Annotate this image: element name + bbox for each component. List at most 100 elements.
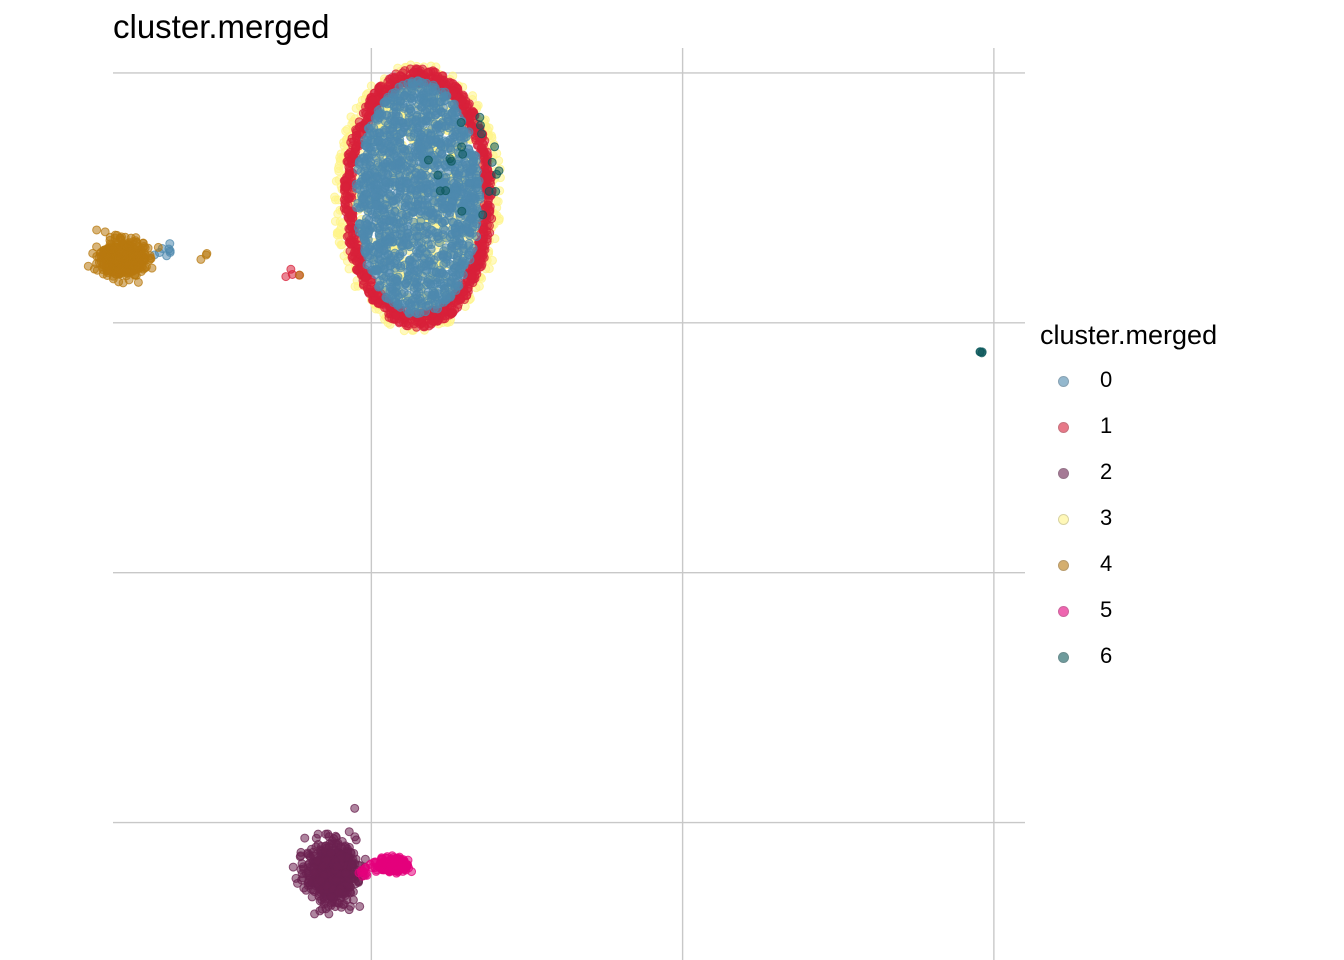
point-cluster-0 — [401, 278, 411, 288]
point-cluster-0 — [365, 253, 375, 263]
point-cluster-0 — [381, 177, 391, 187]
point-cluster-0 — [371, 270, 381, 280]
point-cluster-0 — [450, 190, 460, 200]
point-cluster-0 — [411, 116, 421, 126]
point-cluster-0 — [363, 206, 373, 216]
legend-label-5: 5 — [1100, 597, 1113, 622]
point-cluster-0 — [399, 102, 409, 112]
point-cluster-0 — [355, 203, 365, 213]
point-cluster-0 — [410, 307, 420, 317]
point-cluster-0 — [373, 171, 383, 181]
point-cluster-0 — [412, 282, 422, 292]
point-cluster-0 — [416, 129, 426, 139]
point-cluster-6 — [484, 186, 494, 196]
legend-label-1: 1 — [1100, 413, 1113, 438]
point-cluster-6 — [487, 157, 497, 167]
point-cluster-0 — [374, 109, 384, 119]
point-cluster-0 — [421, 265, 431, 275]
point-cluster-0 — [413, 76, 423, 86]
point-cluster-0 — [384, 268, 394, 278]
point-cluster-1 — [343, 156, 353, 166]
point-cluster-2 — [310, 887, 320, 897]
point-cluster-2 — [326, 848, 336, 858]
point-cluster-5 — [380, 857, 390, 867]
point-cluster-2 — [338, 899, 348, 909]
point-cluster-0 — [433, 273, 443, 283]
point-cluster-2 — [341, 869, 351, 879]
point-cluster-6 — [457, 206, 467, 216]
point-cluster-2 — [300, 833, 310, 843]
point-cluster-0 — [447, 243, 457, 253]
point-cluster-0 — [430, 163, 440, 173]
point-cluster-0 — [457, 256, 467, 266]
point-cluster-1 — [418, 322, 428, 332]
point-cluster-0 — [414, 238, 424, 248]
point-cluster-3 — [342, 125, 352, 135]
point-cluster-0 — [441, 112, 451, 122]
legend-label-6: 6 — [1100, 643, 1113, 668]
point-cluster-0 — [396, 217, 406, 227]
point-cluster-1 — [339, 195, 349, 205]
point-cluster-2 — [316, 876, 326, 886]
point-cluster-3 — [336, 240, 346, 250]
point-cluster-2 — [311, 833, 321, 843]
point-cluster-1 — [391, 310, 401, 320]
point-cluster-0 — [386, 134, 396, 144]
point-cluster-0 — [433, 289, 443, 299]
point-cluster-0 — [455, 264, 465, 274]
legend-label-0: 0 — [1100, 367, 1113, 392]
point-cluster-0 — [420, 221, 430, 231]
legend-item-2: 2 — [1040, 453, 1217, 499]
point-cluster-0 — [438, 230, 448, 240]
legend-label-2: 2 — [1100, 459, 1113, 484]
point-cluster-0 — [447, 286, 457, 296]
point-cluster-1 — [446, 78, 456, 88]
point-cluster-2 — [331, 831, 341, 841]
point-cluster-2 — [347, 860, 357, 870]
point-cluster-4 — [99, 260, 109, 270]
legend-item-3: 3 — [1040, 499, 1217, 545]
point-cluster-2 — [309, 868, 319, 878]
point-cluster-5 — [400, 862, 410, 872]
point-cluster-4 — [99, 249, 109, 259]
point-cluster-4 — [115, 233, 125, 243]
point-cluster-0 — [391, 102, 401, 112]
point-cluster-0 — [457, 239, 467, 249]
legend-item-5: 5 — [1040, 591, 1217, 637]
point-cluster-0 — [473, 179, 483, 189]
point-cluster-4 — [123, 259, 133, 269]
point-cluster-0 — [449, 99, 459, 109]
point-cluster-0 — [377, 144, 387, 154]
series-0 — [150, 76, 485, 319]
point-cluster-4 — [153, 242, 163, 252]
point-cluster-3 — [335, 217, 345, 227]
point-cluster-6 — [456, 118, 466, 128]
point-cluster-0 — [440, 204, 450, 214]
legend-swatch-1 — [1058, 422, 1069, 433]
point-cluster-1 — [482, 202, 492, 212]
point-cluster-1 — [367, 95, 377, 105]
point-cluster-2 — [324, 909, 334, 919]
point-cluster-0 — [457, 125, 467, 135]
point-cluster-0 — [410, 186, 420, 196]
point-cluster-2 — [297, 869, 307, 879]
point-cluster-2 — [332, 862, 342, 872]
point-cluster-0 — [396, 208, 406, 218]
point-cluster-6 — [475, 112, 485, 122]
point-cluster-2 — [301, 885, 311, 895]
point-cluster-2 — [288, 862, 298, 872]
point-cluster-0 — [435, 127, 445, 137]
point-cluster-0 — [358, 194, 368, 204]
point-cluster-0 — [416, 168, 426, 178]
point-cluster-1 — [402, 321, 412, 331]
point-cluster-0 — [406, 132, 416, 142]
point-cluster-0 — [436, 139, 446, 149]
legend-title: cluster.merged — [1040, 320, 1218, 350]
point-cluster-2 — [323, 829, 333, 839]
point-cluster-0 — [403, 179, 413, 189]
legend-swatch-2 — [1058, 468, 1069, 479]
point-cluster-0 — [390, 117, 400, 127]
point-cluster-0 — [429, 106, 439, 116]
point-cluster-1 — [361, 273, 371, 283]
